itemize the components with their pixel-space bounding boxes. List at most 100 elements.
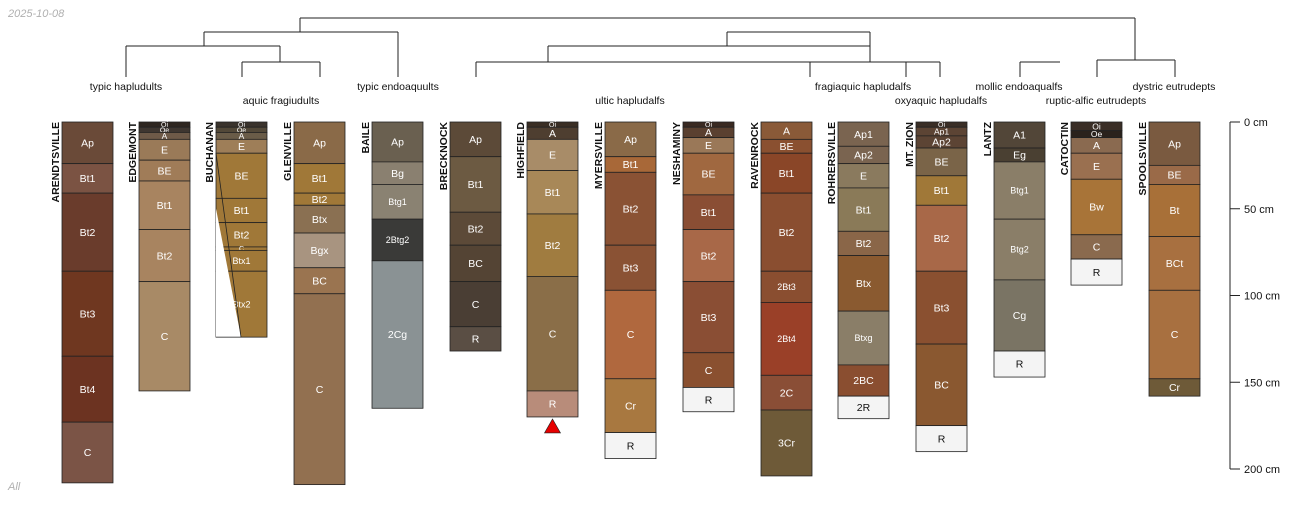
horizon-label: Bt2	[157, 250, 173, 262]
horizon-label: Bt1	[80, 173, 96, 185]
horizon-bt1	[760, 152, 813, 194]
group-label-fragiaquic-hapludalfs: fragiaquic hapludalfs	[815, 81, 911, 93]
horizon-bt2	[760, 192, 813, 272]
horizon-ap	[371, 121, 424, 163]
group-label-mollic-endoaqualfs: mollic endoaqualfs	[976, 81, 1063, 93]
horizon-bt2	[682, 229, 735, 283]
profile-name: EDGEMONT	[127, 121, 139, 182]
horizon-btx	[837, 255, 890, 312]
depth-tick-label: 150 cm	[1244, 377, 1280, 389]
horizon-label: BCt	[1166, 258, 1184, 270]
horizon-label: Bt2	[80, 227, 96, 239]
horizon-label: C	[1171, 329, 1179, 341]
horizon-btxg	[837, 310, 890, 366]
horizon-bt1	[61, 163, 114, 194]
group-label-ultic-hapludalfs: ultic hapludalfs	[595, 95, 664, 107]
horizon-label: Bt2	[856, 238, 872, 250]
profile-myersville: MYERSVILLE Ap Bt1 Bt2 Bt3 C Cr R	[593, 121, 657, 459]
horizon-label: Oi	[161, 122, 168, 129]
horizon-label: Ap	[391, 137, 404, 149]
horizon-label: Bt3	[701, 312, 717, 324]
profile-name: BUCHANAN	[204, 122, 216, 183]
horizon-label: C	[161, 331, 169, 343]
buchanan-wedge	[216, 208, 241, 338]
horizon-label: 3Cr	[778, 438, 795, 450]
horizon-c	[293, 293, 346, 486]
horizon-e	[837, 163, 890, 189]
horizon-r	[604, 432, 657, 459]
profile-name: MT. ZION	[904, 122, 916, 167]
horizon-bt1	[293, 163, 346, 194]
horizon-label: Bt3	[80, 308, 96, 320]
group-label-oxyaquic-hapludalfs: oxyaquic hapludalfs	[895, 95, 987, 107]
horizon-label: BE	[234, 170, 248, 182]
horizon-label: BE	[934, 157, 948, 169]
horizon-btg1	[993, 161, 1046, 220]
horizon-label: BE	[1167, 170, 1181, 182]
horizon-r	[915, 425, 968, 453]
horizon-bt1	[837, 187, 890, 232]
horizon-label: BC	[468, 258, 483, 270]
horizon-label: A	[783, 125, 790, 137]
horizon-label: 2Bt3	[777, 282, 796, 292]
horizon-bt2	[915, 204, 968, 272]
profile-name: BRECKNOCK	[438, 122, 450, 191]
horizon-ap	[61, 121, 114, 165]
horizon-label: C	[84, 447, 92, 459]
horizon-label: A	[1093, 140, 1100, 152]
depth-tick-label: 200 cm	[1244, 464, 1280, 476]
horizon-label: Bt4	[80, 384, 96, 396]
horizon-label: Ap	[1168, 138, 1181, 150]
horizon-label: Bt1	[545, 187, 561, 199]
horizon-label: Bt1	[312, 173, 328, 185]
group-label-typic-endoaquults: typic endoaquults	[357, 81, 439, 93]
horizon-label: A1	[1013, 130, 1026, 142]
horizon-label: 2BC	[853, 375, 874, 387]
horizon-bt3	[682, 281, 735, 354]
horizon-label: E	[238, 141, 245, 153]
profile-glenville: GLENVILLE Ap Bt1 Bt2 Btx Bgx BC C	[282, 121, 346, 486]
horizon-label: Btg1	[388, 197, 407, 207]
horizon-label: E	[860, 170, 867, 182]
horizon-ap1	[837, 121, 890, 147]
horizon-btg1	[371, 184, 424, 220]
profile-name: HIGHFIELD	[515, 122, 527, 179]
horizon-label: R	[938, 433, 946, 445]
horizon-2bc	[837, 364, 890, 397]
horizon-label: C	[239, 246, 244, 253]
horizon-label: BE	[701, 169, 715, 181]
profile-name: LANTZ	[982, 121, 994, 156]
horizon-label: Bt1	[468, 179, 484, 191]
profile-name: BAILE	[360, 122, 372, 154]
profile-spoolsville: SPOOLSVILLE Ap BE Bt BCt C Cr	[1137, 121, 1201, 397]
horizon-r	[449, 326, 502, 352]
horizon-c	[682, 352, 735, 388]
horizon-2bt3	[760, 270, 813, 303]
horizon-c	[526, 276, 579, 392]
horizon-bt1	[138, 180, 191, 230]
horizon-be	[215, 152, 268, 199]
horizon-c	[449, 281, 502, 328]
horizon-label: C	[549, 328, 557, 340]
horizon-label: Oi	[1092, 121, 1101, 131]
profile-name: RAVENROCK	[749, 122, 761, 189]
horizon-r	[993, 350, 1046, 378]
horizon-e	[1070, 152, 1123, 180]
horizon-label: E	[1093, 161, 1100, 173]
horizon-label: E	[549, 150, 556, 162]
horizon-bc	[915, 343, 968, 427]
horizon-label: Oi	[705, 122, 712, 129]
horizon-c	[604, 289, 657, 380]
horizon-label: 2R	[857, 402, 871, 414]
horizon-label: Oe	[160, 127, 169, 134]
horizon-label: A	[705, 127, 712, 139]
horizon-bt2	[138, 229, 191, 283]
horizon-bt2	[215, 222, 268, 248]
horizon-label: BE	[157, 165, 171, 177]
horizon-label: C	[316, 384, 324, 396]
horizon-btg2	[993, 218, 1046, 281]
